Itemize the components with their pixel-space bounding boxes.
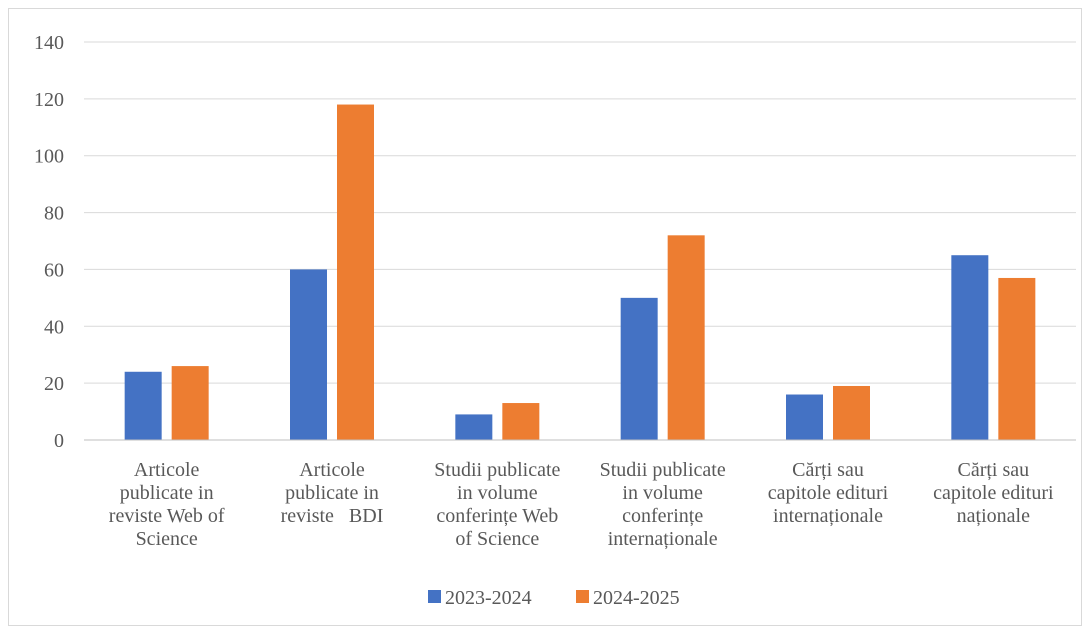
y-tick-label: 140: [34, 32, 64, 54]
bar-2023-2024-1: [290, 269, 327, 440]
bar-2024-2025-5: [998, 277, 1036, 440]
legend-swatch: [428, 590, 441, 603]
y-tick-label: 80: [44, 203, 64, 225]
y-tick-label: 20: [44, 373, 64, 395]
category-label: Studii publicate in volume conferințe inter…: [600, 459, 726, 550]
bar-2023-2024-0: [124, 371, 162, 440]
bars: [124, 104, 1036, 441]
legend-swatch: [576, 590, 589, 603]
chart-frame: [8, 8, 1082, 626]
legend-label: 2023-2024: [445, 587, 532, 609]
category-label: Articole publicate in reviste Web of Scienc…: [109, 459, 225, 550]
category-label: Cărți sau capitole edituri naționale: [933, 459, 1054, 527]
y-axis-ticks: 0 20 40 60 80 100 120 140: [34, 32, 64, 452]
bar-2023-2024-3: [620, 297, 658, 440]
category-labels: Articole publicate in reviste Web of Scienc…: [109, 459, 1054, 550]
bar-2023-2024-2: [455, 414, 493, 440]
legend: 2023-2024 2024-2025: [428, 587, 680, 609]
category-label: Cărți sau capitole edituri internaționale: [768, 459, 889, 527]
y-tick-label: 60: [44, 259, 64, 281]
bar-2024-2025-2: [502, 403, 540, 440]
bar-2023-2024-4: [786, 394, 823, 440]
y-tick-label: 40: [44, 316, 64, 338]
category-label: Studii publicate in volume conferințe Web o…: [434, 459, 560, 550]
legend-label: 2024-2025: [593, 587, 680, 609]
y-tick-label: 120: [34, 89, 64, 111]
y-tick-label: 0: [54, 430, 64, 452]
bar-2024-2025-0: [171, 366, 209, 440]
category-label: Articole publicate in reviste BDI: [281, 459, 384, 527]
y-tick-label: 100: [34, 146, 64, 168]
bar-2023-2024-5: [951, 255, 989, 440]
bar-2024-2025-1: [337, 104, 374, 441]
gridlines: [84, 41, 1076, 384]
bar-2024-2025-3: [667, 235, 705, 440]
bar-2024-2025-4: [833, 385, 870, 440]
